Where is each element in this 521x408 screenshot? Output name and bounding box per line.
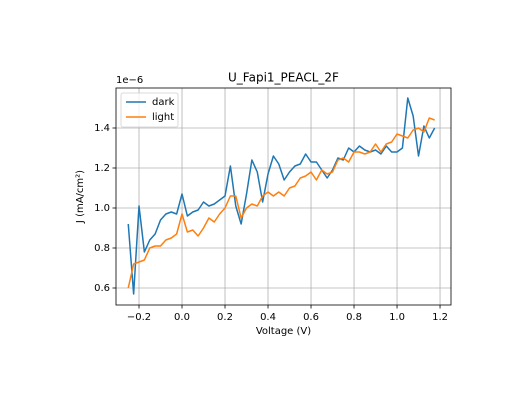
x-tick-label: 0.6 [303, 312, 319, 323]
y-offset-label: 1e−6 [116, 75, 143, 86]
legend-label: dark [152, 97, 175, 108]
x-tick-label: 0.8 [346, 312, 362, 323]
y-tick-label: 0.6 [94, 283, 110, 294]
x-tick-label: −0.2 [127, 312, 151, 323]
y-tick-label: 1.4 [94, 123, 110, 134]
y-tick-label: 1.2 [94, 163, 110, 174]
y-axis-label: J (mA/cm²) [75, 170, 86, 224]
y-tick-label: 0.8 [94, 243, 110, 254]
axes-frame [115, 87, 452, 306]
series-line [127, 117, 435, 289]
series-line [127, 97, 436, 295]
x-tick-label: 0.2 [217, 312, 233, 323]
y-tick-label: 1.0 [94, 203, 110, 214]
chart-title: U_Fapi1_PEACL_2F [228, 71, 339, 85]
x-tick-label: 0.4 [260, 312, 276, 323]
legend-label: light [152, 112, 174, 123]
x-tick-label: 0.0 [174, 312, 190, 323]
x-tick-label: 1.0 [389, 312, 405, 323]
x-axis-label: Voltage (V) [256, 326, 311, 337]
x-tick-label: 1.2 [432, 312, 448, 323]
